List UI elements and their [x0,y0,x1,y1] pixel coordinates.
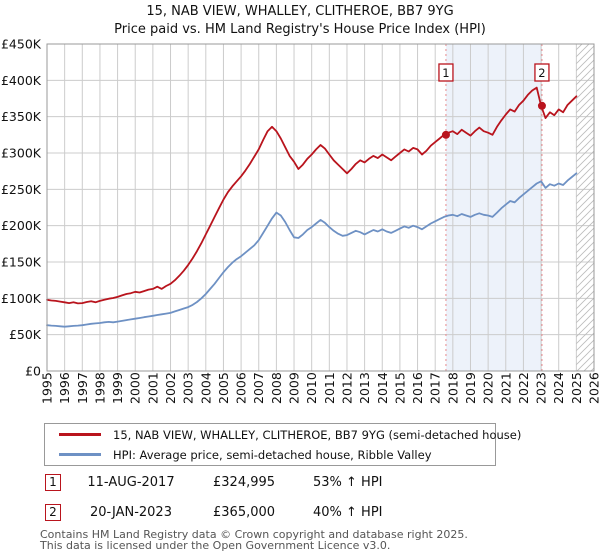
sale-1-date: 11-AUG-2017 [87,475,175,490]
y-tick-label: £100K [1,291,42,306]
sale-number-label: 1 [442,66,449,80]
y-tick-label: £400K [1,73,42,88]
sale-1-price: £324,995 [213,475,276,490]
copyright-line-2: This data is licensed under the Open Gov… [40,539,391,552]
legend-item-property: 15, NAB VIEW, WHALLEY, CLITHEROE, BB7 9Y… [45,428,521,442]
sale-number-box [438,63,454,82]
sale-point-dot [441,130,450,139]
x-tick-label: 2021 [498,372,513,404]
future-hatched-band [576,44,594,371]
x-tick-label: 2000 [128,372,143,404]
x-tick-label: 2009 [287,372,302,404]
x-tick-label: 2004 [198,372,213,404]
x-tick-label: 2024 [551,372,566,404]
y-tick-label: £350K [1,109,42,124]
legend-swatch-blue-line [59,453,101,456]
x-tick-label: 2013 [357,372,372,404]
x-tick-label: 2012 [339,372,354,404]
legend-label-hpi: HPI: Average price, semi-detached house,… [113,447,432,462]
x-tick-label: 2015 [392,372,407,404]
series-line [46,172,578,328]
x-tick-label: 1995 [40,372,55,404]
legend-item-hpi: HPI: Average price, semi-detached house,… [45,448,495,462]
x-tick-label: 2016 [410,372,425,404]
y-tick-label: £450K [1,38,42,52]
series-line [46,86,578,305]
x-tick-label: 2023 [534,372,549,404]
x-tick-label: 1997 [75,372,90,404]
price-history-chart: 1995 1996 1997 1998 1999 2000 2001 2002 2003 2004… [1,38,600,404]
chart-subtitle: Price paid vs. HM Land Registry's House … [114,22,486,37]
legend: 15, NAB VIEW, WHALLEY, CLITHEROE, BB7 9Y… [44,423,521,466]
y-tick-label: £0 [25,364,41,379]
legend-swatch-red-line [59,433,101,436]
sale-row-1: 1 11-AUG-2017 £324,995 53% ↑ HPI [0,474,600,492]
y-tick-label: £200K [1,218,42,233]
y-tick-label: £50K [9,327,42,342]
x-tick-label: 2001 [145,372,160,404]
x-tick-label: 1999 [110,372,125,404]
sale-1-vs-hpi: 53% ↑ HPI [313,475,383,490]
x-tick-label: 2002 [163,372,178,404]
y-tick-label: £150K [1,255,42,270]
sale-2-marker-badge: 2 [45,504,61,521]
sale-2-vs-hpi: 40% ↑ HPI [313,505,383,520]
x-tick-label: 2026 [587,372,600,404]
y-tick-label: £250K [1,182,42,197]
sale-point-dot [537,101,546,110]
x-tick-label: 2014 [375,372,390,404]
sale-1-marker-badge: 1 [45,474,61,491]
sale-2-date: 20-JAN-2023 [90,505,172,520]
x-tick-label: 2020 [481,372,496,404]
x-tick-label: 2019 [463,372,478,404]
x-tick-label: 2025 [569,372,584,404]
sale-number-box [534,63,550,82]
between-sales-shaded-band [445,44,542,371]
x-tick-label: 2010 [304,372,319,404]
sale-2-price: £365,000 [213,505,276,520]
x-tick-label: 2011 [322,372,337,404]
x-tick-label: 2007 [251,372,266,404]
legend-label-property: 15, NAB VIEW, WHALLEY, CLITHEROE, BB7 9Y… [113,427,522,442]
x-tick-label: 2017 [428,372,443,404]
x-tick-label: 2005 [216,372,231,404]
x-tick-label: 1996 [57,372,72,404]
copyright-line-1: Contains HM Land Registry data © Crown c… [40,528,468,541]
sale-number-label: 2 [538,66,545,80]
chart-title: 15, NAB VIEW, WHALLEY, CLITHEROE, BB7 9Y… [146,4,454,19]
y-tick-label: £300K [1,146,42,161]
x-tick-label: 2003 [181,372,196,404]
x-tick-label: 2018 [445,372,460,404]
x-tick-label: 2006 [234,372,249,404]
x-tick-label: 2022 [516,372,531,404]
x-tick-label: 2008 [269,372,284,404]
x-tick-label: 1998 [92,372,107,404]
sale-row-2: 2 20-JAN-2023 £365,000 40% ↑ HPI [0,504,600,522]
